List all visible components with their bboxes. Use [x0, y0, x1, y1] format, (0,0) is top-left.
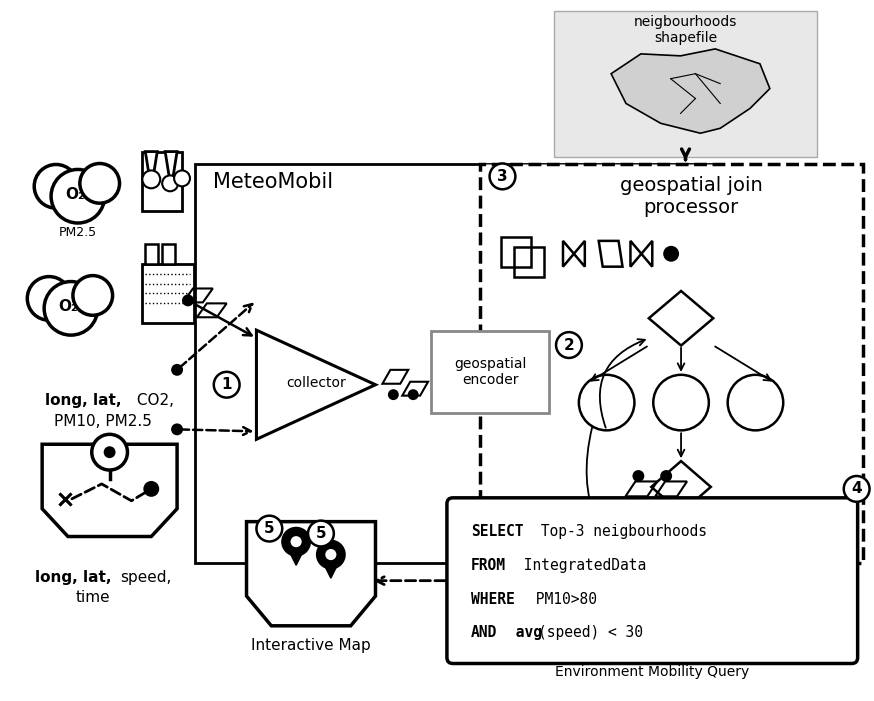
Polygon shape	[165, 151, 177, 177]
Text: O₂: O₂	[59, 299, 78, 314]
Text: 5: 5	[264, 521, 274, 536]
Text: 5: 5	[316, 526, 326, 541]
Polygon shape	[145, 151, 157, 177]
Bar	[502, 237, 531, 266]
Text: PM10>80: PM10>80	[527, 592, 597, 606]
Text: Environment Mobility Query: Environment Mobility Query	[555, 665, 749, 679]
Polygon shape	[288, 550, 304, 565]
Circle shape	[308, 521, 334, 547]
Circle shape	[27, 277, 71, 320]
FancyBboxPatch shape	[431, 331, 549, 412]
Text: CO2,: CO2,	[133, 393, 175, 408]
Polygon shape	[611, 49, 770, 133]
Circle shape	[171, 423, 183, 435]
Circle shape	[388, 389, 399, 400]
Circle shape	[34, 165, 78, 208]
Circle shape	[290, 536, 302, 547]
Circle shape	[171, 364, 183, 376]
Text: 3: 3	[497, 169, 508, 184]
Polygon shape	[42, 444, 177, 536]
Text: O₂: O₂	[65, 186, 85, 202]
Circle shape	[143, 481, 159, 497]
Circle shape	[174, 170, 190, 186]
Circle shape	[317, 540, 344, 569]
Text: speed,: speed,	[121, 570, 172, 585]
Text: MeteoMobil: MeteoMobil	[212, 172, 333, 192]
FancyBboxPatch shape	[554, 11, 817, 156]
Circle shape	[51, 170, 105, 223]
Circle shape	[633, 470, 644, 482]
Polygon shape	[323, 563, 338, 578]
Circle shape	[45, 282, 98, 335]
Bar	[142, 264, 194, 323]
Text: geospatial
encoder: geospatial encoder	[454, 357, 526, 387]
Polygon shape	[246, 522, 376, 626]
Text: IntegratedData: IntegratedData	[516, 558, 647, 573]
Circle shape	[214, 372, 239, 397]
Text: PM2.5: PM2.5	[59, 226, 97, 239]
Circle shape	[104, 447, 115, 458]
Text: neigbourhoods
shapefile: neigbourhoods shapefile	[634, 15, 737, 45]
Text: geospatial join
processor: geospatial join processor	[620, 177, 762, 217]
Text: avg: avg	[508, 625, 543, 640]
Text: 1: 1	[221, 377, 232, 393]
Text: long, lat,: long, lat,	[45, 393, 121, 408]
Bar	[145, 244, 158, 264]
Text: WHERE: WHERE	[471, 592, 515, 606]
Text: FROM: FROM	[471, 558, 506, 573]
Circle shape	[256, 516, 282, 541]
Text: PM10, PM2.5: PM10, PM2.5	[53, 414, 151, 430]
FancyBboxPatch shape	[195, 165, 714, 564]
Circle shape	[73, 275, 113, 315]
FancyBboxPatch shape	[480, 165, 863, 564]
Circle shape	[489, 163, 516, 189]
Text: Interactive Map: Interactive Map	[251, 638, 371, 653]
Text: AND: AND	[471, 625, 497, 640]
Circle shape	[843, 476, 870, 502]
Circle shape	[660, 470, 672, 482]
Circle shape	[142, 170, 160, 189]
Circle shape	[282, 528, 310, 556]
Circle shape	[556, 332, 582, 358]
Circle shape	[92, 435, 128, 470]
Text: (speed) < 30: (speed) < 30	[538, 625, 643, 640]
Text: SELECT: SELECT	[471, 524, 524, 539]
Text: time: time	[75, 590, 110, 605]
Circle shape	[163, 175, 178, 191]
Text: collector: collector	[286, 376, 346, 390]
Bar	[515, 247, 545, 277]
Text: 2: 2	[564, 338, 574, 353]
Circle shape	[182, 294, 194, 306]
Circle shape	[325, 549, 336, 560]
Text: Top-3 neigbourhoods: Top-3 neigbourhoods	[532, 524, 707, 539]
Bar	[142, 151, 182, 211]
Circle shape	[663, 246, 679, 261]
Text: long, lat,: long, lat,	[35, 570, 111, 585]
Circle shape	[80, 163, 120, 203]
Text: 4: 4	[851, 482, 862, 496]
Bar	[163, 244, 175, 264]
Circle shape	[408, 389, 419, 400]
FancyBboxPatch shape	[447, 498, 857, 664]
